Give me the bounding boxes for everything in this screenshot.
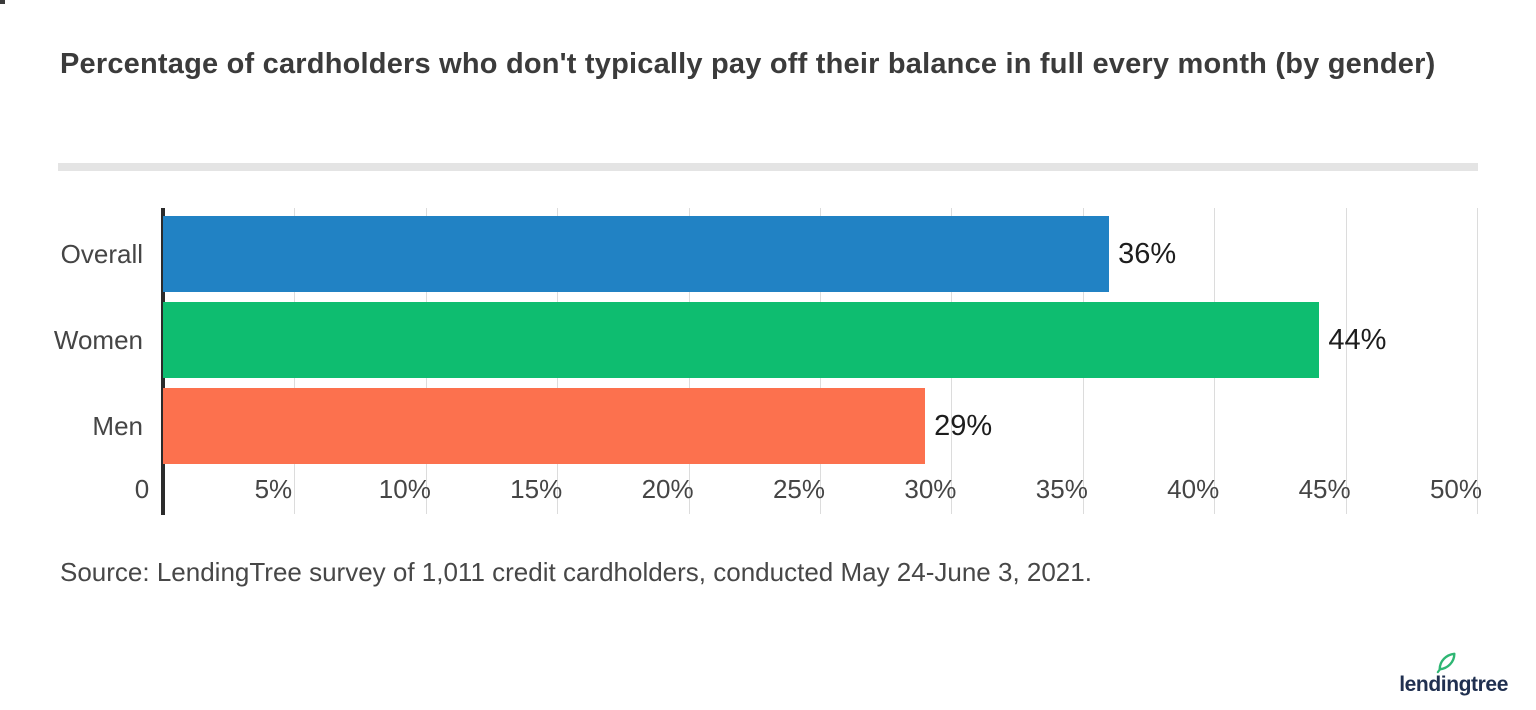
plot-area: 0 5% 10% 15% 20% 25% 30% 35% 40% 45% 50% 36% 44% 29% [135, 208, 1482, 515]
x-tick-label-50: 50% [1429, 474, 1483, 504]
category-label-overall: Overall [60, 239, 143, 269]
gridline-45 [1345, 208, 1347, 514]
lendingtree-logo: lendingtree [1390, 651, 1510, 699]
category-axis: Overall Women Men [0, 208, 143, 514]
gridline-50 [1477, 208, 1478, 514]
x-tick-label-20: 20% [641, 474, 694, 504]
title-divider [58, 163, 1478, 171]
x-tick-label-0: 0 [134, 474, 150, 504]
value-label-overall: 36% [1118, 238, 1177, 270]
logo-wordmark: lendingtree [1399, 673, 1508, 696]
x-tick-label-25: 25% [772, 474, 826, 504]
x-tick-label-15: 15% [510, 474, 563, 504]
x-tick-label-30: 30% [904, 474, 957, 504]
x-tick-label-10: 10% [378, 474, 431, 504]
category-label-women: Women [53, 325, 143, 355]
value-label-men: 29% [934, 410, 993, 442]
corner-artifact [0, 0, 5, 4]
bar-men [163, 388, 926, 464]
bar-overall [163, 216, 1110, 292]
bar-women [163, 302, 1320, 378]
x-tick-label-5: 5% [254, 474, 293, 504]
category-label-men: Men [92, 411, 143, 441]
source-note: Source: LendingTree survey of 1,011 cred… [60, 557, 1092, 587]
chart-title: Percentage of cardholders who don't typi… [60, 48, 1436, 80]
x-tick-label-35: 35% [1035, 474, 1088, 504]
value-label-women: 44% [1328, 324, 1387, 356]
x-tick-label-45: 45% [1298, 474, 1351, 504]
x-tick-label-40: 40% [1167, 474, 1220, 504]
leaf-icon [1436, 651, 1458, 679]
